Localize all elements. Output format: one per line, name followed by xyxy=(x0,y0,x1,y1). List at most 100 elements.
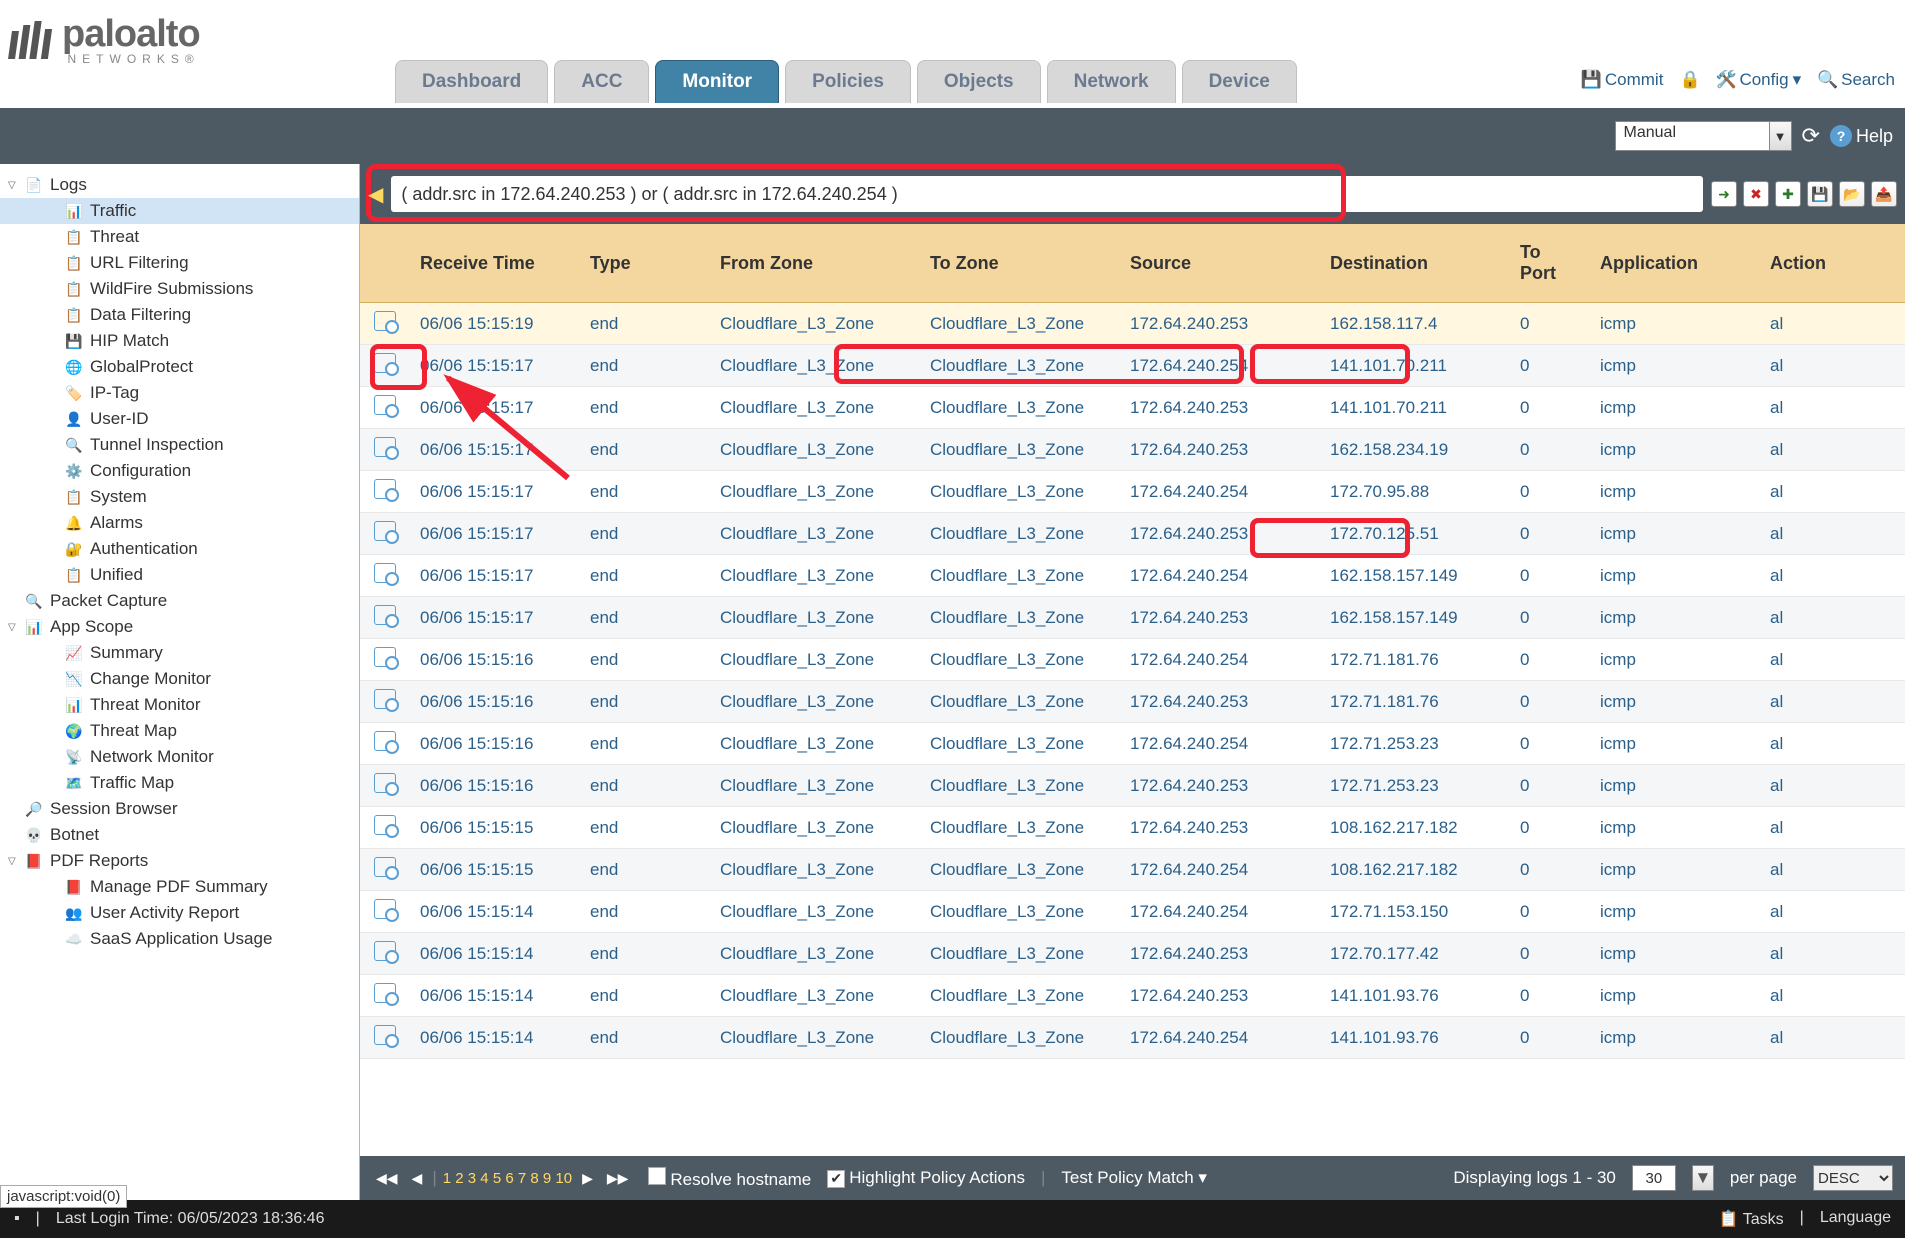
table-row[interactable]: 06/06 15:15:16endCloudflare_L3_ZoneCloud… xyxy=(360,765,1905,807)
detail-icon[interactable] xyxy=(374,605,396,625)
nav-tab-acc[interactable]: ACC xyxy=(554,60,649,103)
tree-node-alarms[interactable]: 🔔Alarms xyxy=(0,510,359,536)
table-row[interactable]: 06/06 15:15:14endCloudflare_L3_ZoneCloud… xyxy=(360,933,1905,975)
page-5[interactable]: 5 xyxy=(493,1170,506,1187)
pager-last[interactable]: ▶▶ xyxy=(603,1170,633,1187)
tree-node-system[interactable]: 📋System xyxy=(0,484,359,510)
test-policy-match[interactable]: Test Policy Match ▾ xyxy=(1061,1168,1207,1188)
pager-prev[interactable]: ◀ xyxy=(408,1170,427,1187)
detail-icon[interactable] xyxy=(374,983,396,1003)
tree-node-traffic-map[interactable]: 🗺️Traffic Map xyxy=(0,770,359,796)
tree-node-tunnel-inspection[interactable]: 🔍Tunnel Inspection xyxy=(0,432,359,458)
table-row[interactable]: 06/06 15:15:16endCloudflare_L3_ZoneCloud… xyxy=(360,723,1905,765)
detail-icon[interactable] xyxy=(374,311,396,331)
nav-tab-network[interactable]: Network xyxy=(1047,60,1176,103)
tree-node-botnet[interactable]: 💀Botnet xyxy=(0,822,359,848)
column-header-action[interactable]: Action xyxy=(1760,224,1905,303)
tree-node-user-activity-report[interactable]: 👥User Activity Report xyxy=(0,900,359,926)
column-header-application[interactable]: Application xyxy=(1590,224,1760,303)
config-button[interactable]: 🛠️Config ▾ xyxy=(1715,70,1801,90)
tree-node-traffic[interactable]: 📊Traffic xyxy=(0,198,359,224)
column-header-type[interactable]: Type xyxy=(580,224,710,303)
tree-node-unified[interactable]: 📋Unified xyxy=(0,562,359,588)
table-row[interactable]: 06/06 15:15:19endCloudflare_L3_ZoneCloud… xyxy=(360,303,1905,345)
tree-node-app-scope[interactable]: ▽📊App Scope xyxy=(0,614,359,640)
table-row[interactable]: 06/06 15:15:16endCloudflare_L3_ZoneCloud… xyxy=(360,639,1905,681)
table-row[interactable]: 06/06 15:15:17endCloudflare_L3_ZoneCloud… xyxy=(360,513,1905,555)
nav-tab-dashboard[interactable]: Dashboard xyxy=(395,60,548,103)
tree-node-configuration[interactable]: ⚙️Configuration xyxy=(0,458,359,484)
filter-input[interactable]: ( addr.src in 172.64.240.253 ) or ( addr… xyxy=(391,176,1703,212)
page-2[interactable]: 2 xyxy=(455,1170,468,1187)
detail-icon[interactable] xyxy=(374,521,396,541)
tree-node-hip-match[interactable]: 💾HIP Match xyxy=(0,328,359,354)
table-row[interactable]: 06/06 15:15:17endCloudflare_L3_ZoneCloud… xyxy=(360,387,1905,429)
tree-node-manage-pdf-summary[interactable]: 📕Manage PDF Summary xyxy=(0,874,359,900)
detail-icon[interactable] xyxy=(374,353,396,373)
page-8[interactable]: 8 xyxy=(530,1170,543,1187)
pager-first[interactable]: ◀◀ xyxy=(372,1170,402,1187)
detail-icon[interactable] xyxy=(374,1025,396,1045)
tree-node-pdf-reports[interactable]: ▽📕PDF Reports xyxy=(0,848,359,874)
column-header-destination[interactable]: Destination xyxy=(1320,224,1510,303)
detail-icon[interactable] xyxy=(374,941,396,961)
tree-node-ip-tag[interactable]: 🏷️IP-Tag xyxy=(0,380,359,406)
manual-dropdown-arrow[interactable]: ▼ xyxy=(1770,121,1792,151)
manual-select[interactable]: Manual xyxy=(1615,121,1770,151)
tree-node-wildfire-submissions[interactable]: 📋WildFire Submissions xyxy=(0,276,359,302)
nav-tab-policies[interactable]: Policies xyxy=(785,60,911,103)
tree-node-globalprotect[interactable]: 🌐GlobalProtect xyxy=(0,354,359,380)
detail-icon[interactable] xyxy=(374,563,396,583)
table-row[interactable]: 06/06 15:15:15endCloudflare_L3_ZoneCloud… xyxy=(360,849,1905,891)
per-page-input[interactable] xyxy=(1632,1165,1676,1191)
column-header-source[interactable]: Source xyxy=(1120,224,1320,303)
tree-node-packet-capture[interactable]: 🔍Packet Capture xyxy=(0,588,359,614)
tree-node-url-filtering[interactable]: 📋URL Filtering xyxy=(0,250,359,276)
page-10[interactable]: 10 xyxy=(555,1170,572,1187)
tree-node-threat-monitor[interactable]: 📊Threat Monitor xyxy=(0,692,359,718)
resolve-hostname-toggle[interactable]: Resolve hostname xyxy=(648,1167,811,1190)
table-row[interactable]: 06/06 15:15:14endCloudflare_L3_ZoneCloud… xyxy=(360,1017,1905,1059)
tree-node-change-monitor[interactable]: 📉Change Monitor xyxy=(0,666,359,692)
page-7[interactable]: 7 xyxy=(518,1170,531,1187)
table-row[interactable]: 06/06 15:15:14endCloudflare_L3_ZoneCloud… xyxy=(360,975,1905,1017)
page-9[interactable]: 9 xyxy=(543,1170,556,1187)
tree-node-summary[interactable]: 📈Summary xyxy=(0,640,359,666)
commit-button[interactable]: 💾Commit xyxy=(1581,70,1664,90)
tasks-button[interactable]: 📋 Tasks xyxy=(1719,1209,1784,1229)
lock-button[interactable]: 🔒 xyxy=(1679,70,1699,90)
nav-tab-monitor[interactable]: Monitor xyxy=(655,60,779,103)
table-row[interactable]: 06/06 15:15:17endCloudflare_L3_ZoneCloud… xyxy=(360,471,1905,513)
detail-icon[interactable] xyxy=(374,731,396,751)
highlight-policy-toggle[interactable]: ✔Highlight Policy Actions xyxy=(827,1168,1025,1188)
detail-icon[interactable] xyxy=(374,437,396,457)
tree-node-threat[interactable]: 📋Threat xyxy=(0,224,359,250)
pager-next[interactable]: ▶ xyxy=(578,1170,597,1187)
table-row[interactable]: 06/06 15:15:14endCloudflare_L3_ZoneCloud… xyxy=(360,891,1905,933)
tree-node-saas-application-usage[interactable]: ☁️SaaS Application Usage xyxy=(0,926,359,952)
tree-node-threat-map[interactable]: 🌍Threat Map xyxy=(0,718,359,744)
detail-icon[interactable] xyxy=(374,857,396,877)
column-header-to-port[interactable]: To Port xyxy=(1510,224,1590,303)
tree-node-authentication[interactable]: 🔐Authentication xyxy=(0,536,359,562)
per-page-dropdown[interactable]: ▼ xyxy=(1692,1165,1714,1191)
table-row[interactable]: 06/06 15:15:17endCloudflare_L3_ZoneCloud… xyxy=(360,555,1905,597)
table-row[interactable]: 06/06 15:15:16endCloudflare_L3_ZoneCloud… xyxy=(360,681,1905,723)
sort-select[interactable]: DESC xyxy=(1813,1165,1893,1191)
filter-add-button[interactable]: ✚ xyxy=(1775,181,1801,207)
detail-icon[interactable] xyxy=(374,395,396,415)
table-row[interactable]: 06/06 15:15:17endCloudflare_L3_ZoneCloud… xyxy=(360,345,1905,387)
detail-icon[interactable] xyxy=(374,899,396,919)
page-6[interactable]: 6 xyxy=(505,1170,518,1187)
search-button[interactable]: 🔍Search xyxy=(1817,70,1895,90)
refresh-button[interactable]: ⟳ xyxy=(1802,123,1820,149)
page-1[interactable]: 1 xyxy=(443,1170,456,1187)
filter-load-button[interactable]: 📂 xyxy=(1839,181,1865,207)
table-row[interactable]: 06/06 15:15:17endCloudflare_L3_ZoneCloud… xyxy=(360,597,1905,639)
detail-icon[interactable] xyxy=(374,647,396,667)
detail-icon[interactable] xyxy=(374,479,396,499)
filter-apply-button[interactable]: ➜ xyxy=(1711,181,1737,207)
page-3[interactable]: 3 xyxy=(468,1170,481,1187)
tree-node-session-browser[interactable]: 🔎Session Browser xyxy=(0,796,359,822)
language-button[interactable]: Language xyxy=(1820,1209,1891,1229)
